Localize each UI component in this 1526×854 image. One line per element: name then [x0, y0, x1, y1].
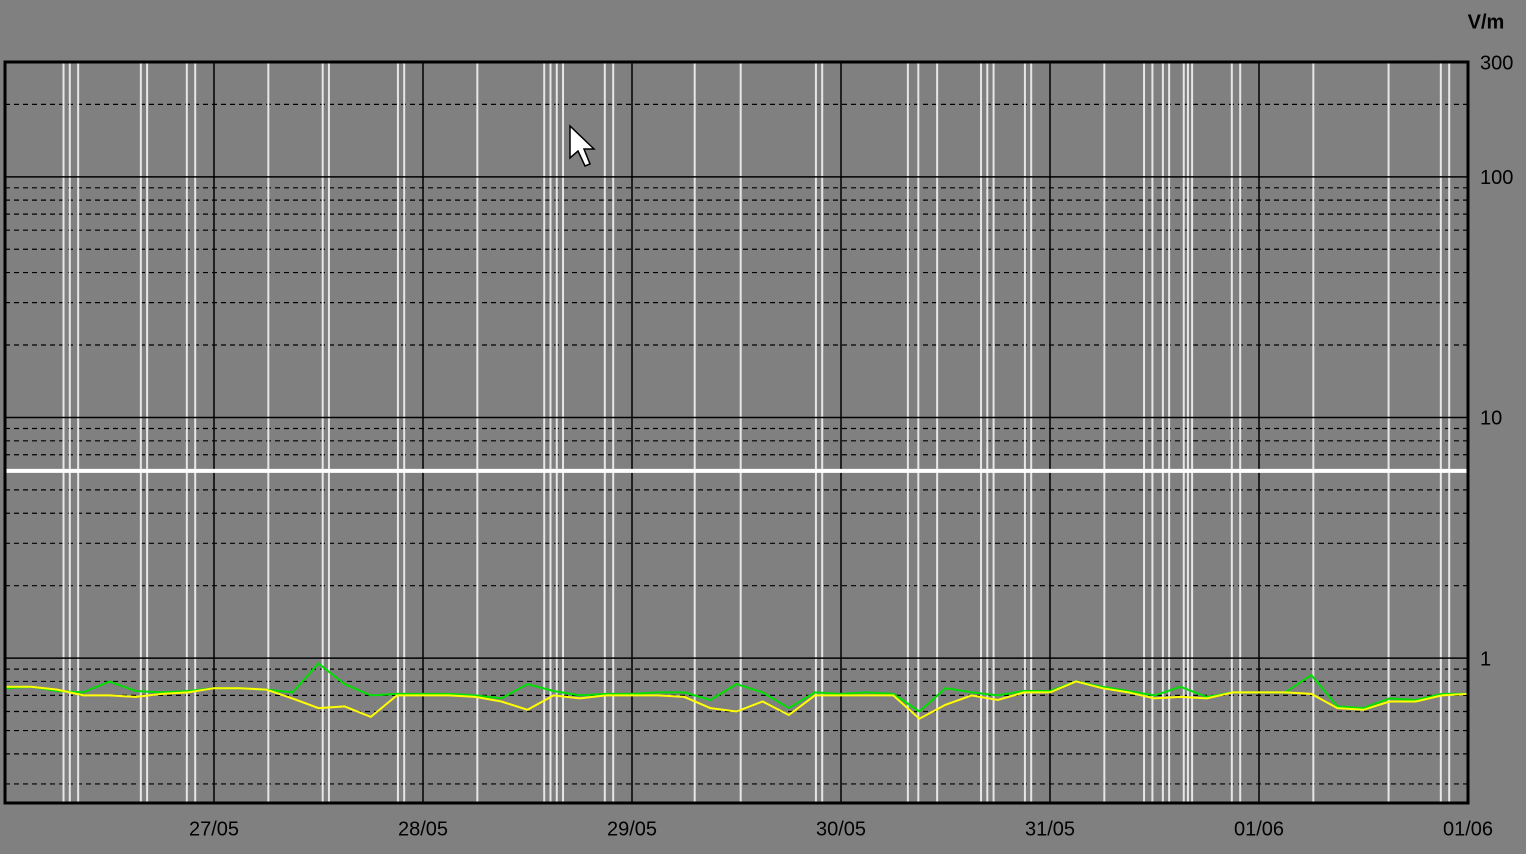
x-tick-label: 31/05 [1025, 818, 1075, 840]
y-tick-label: 1 [1480, 648, 1491, 670]
mouse-cursor [569, 124, 596, 167]
x-tick-label: 30/05 [816, 818, 866, 840]
y-tick-label: 300 [1480, 52, 1513, 74]
x-tick-label: 28/05 [398, 818, 448, 840]
y-tick-label: 10 [1480, 408, 1502, 430]
x-tick-label: 27/05 [189, 818, 239, 840]
x-tick-label: 01/06 [1443, 818, 1493, 840]
series-line [5, 680, 1469, 720]
y-tick-label: 100 [1480, 167, 1513, 189]
unit-label: V/m [1468, 11, 1505, 33]
plot-frame [3, 60, 1470, 805]
x-tick-label: 29/05 [607, 818, 657, 840]
x-tick-label: 01/06 [1234, 818, 1284, 840]
plot-layer: 1 10 100 300 27/05 28/05 29/05 30/05 31/05 01/06 0… [3, 52, 1513, 840]
